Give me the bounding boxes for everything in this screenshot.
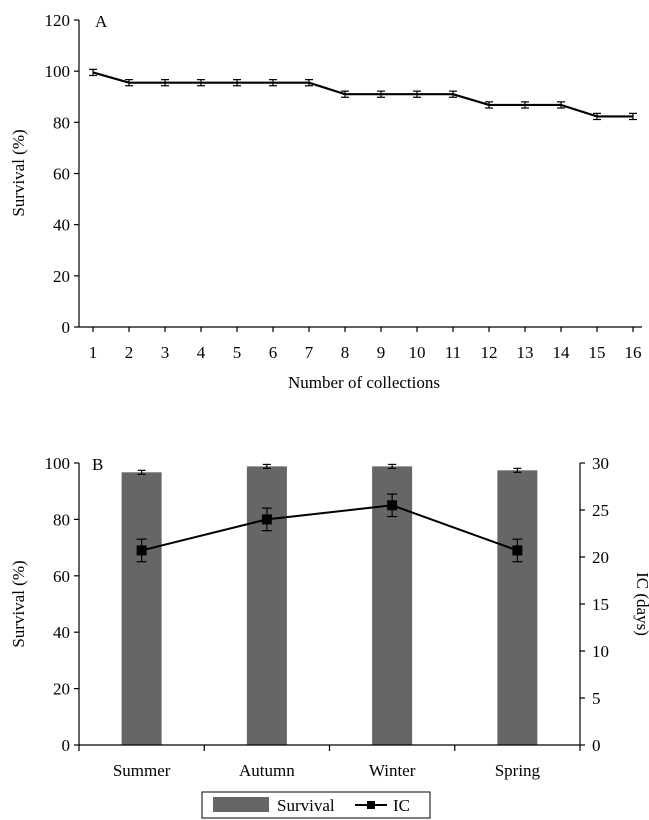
b-left-y-tick-label: 100 [45,454,71,473]
a-y-tick-label: 80 [53,113,70,132]
b-right-y-tick-label: 30 [592,454,609,473]
b-right-y-tick-label: 10 [592,642,609,661]
a-x-tick-label: 8 [341,343,350,362]
a-x-tick-label: 15 [589,343,606,362]
a-x-tick-label: 4 [197,343,206,362]
panel-b-left-y-ticks: 0 20 40 60 80 100 [45,454,79,755]
b-ic-point [261,514,272,525]
b-right-y-tick-label: 5 [592,689,601,708]
a-x-tick-label: 11 [445,343,461,362]
panel-b-right-y-ticks: 0 5 10 15 20 25 30 [580,454,609,755]
a-y-tick-label: 0 [62,318,71,337]
a-x-tick-label: 1 [89,343,98,362]
panel-a-label: A [95,12,108,31]
panel-a-x-axis-label: Number of collections [288,373,440,392]
b-left-y-tick-label: 0 [62,736,71,755]
panel-a-x-ticks: 1 2 3 4 5 6 7 8 9 10 11 12 13 14 15 16 [89,327,642,362]
a-x-tick-label: 12 [481,343,498,362]
a-x-tick-label: 13 [517,343,534,362]
panel-b-legend: Survival IC [201,791,431,819]
a-x-tick-label: 2 [125,343,134,362]
b-x-tick-label: Autumn [239,761,295,780]
b-right-y-tick-label: 15 [592,595,609,614]
a-x-tick-label: 7 [305,343,314,362]
b-ic-point [512,545,523,556]
panel-b-ic-line [141,504,518,552]
a-x-tick-label: 16 [625,343,642,362]
b-left-y-tick-label: 60 [53,567,70,586]
b-x-tick-label: Summer [113,761,171,780]
b-survival-bar [121,472,162,745]
b-right-y-tick-label: 0 [592,736,601,755]
a-y-tick-label: 60 [53,165,70,184]
b-ic-point [136,545,147,556]
a-x-tick-label: 6 [269,343,278,362]
panel-b-label: B [92,455,103,474]
panel-a-survival-line [92,71,633,118]
a-y-tick-label: 20 [53,267,70,286]
a-y-tick-label: 100 [45,62,71,81]
legend-survival-label: Survival [277,796,335,815]
b-survival-bar [497,470,538,745]
a-y-tick-label: 40 [53,216,70,235]
a-x-tick-label: 3 [161,343,170,362]
b-left-y-tick-label: 80 [53,510,70,529]
a-y-tick-label: 120 [45,11,71,30]
panel-b-bars [121,463,538,745]
a-x-tick-label: 14 [553,343,571,362]
b-right-y-tick-label: 25 [592,501,609,520]
b-left-y-tick-label: 20 [53,680,70,699]
legend-ic-label: IC [393,796,410,815]
panel-b-ic-points [136,493,523,563]
panel-a-y-axis-label: Survival (%) [9,129,28,216]
legend-survival-swatch [213,797,269,812]
panel-b-right-y-axis-label: IC (days) [633,572,649,636]
a-x-tick-label: 10 [409,343,426,362]
legend-ic-marker [367,801,375,809]
panel-a-y-ticks: 0 20 40 60 80 100 120 [45,11,79,337]
b-x-tick-label: Spring [495,761,541,780]
a-x-tick-label: 9 [377,343,386,362]
b-right-y-tick-label: 20 [592,548,609,567]
b-ic-point [387,500,398,511]
panel-a-error-bars [89,68,637,121]
b-left-y-tick-label: 40 [53,623,70,642]
panel-b-combo-chart: B 0 20 40 60 80 100 0 5 10 15 20 25 30 Summer Autumn… [9,454,649,819]
panel-b-left-y-axis-label: Survival (%) [9,560,28,647]
a-x-tick-label: 5 [233,343,242,362]
panel-b-x-ticks: Summer Autumn Winter Spring [78,745,581,780]
b-x-tick-label: Winter [369,761,416,780]
